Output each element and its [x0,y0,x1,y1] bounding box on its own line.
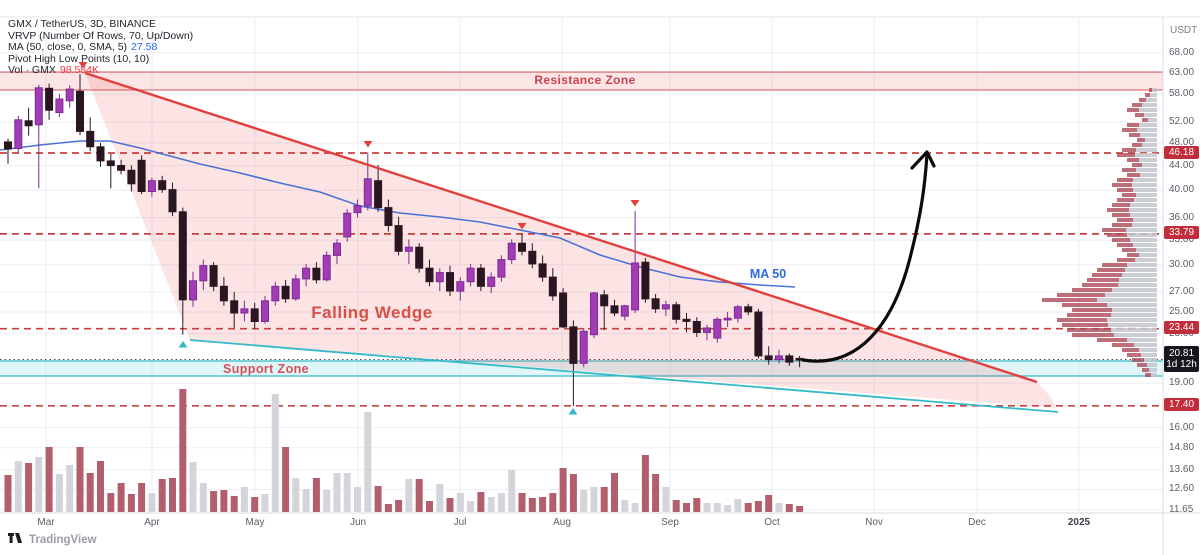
panel-separators [0,16,1200,555]
last-price-badge: 20.81 1d 12h [1164,346,1199,373]
price-tick: 16.00 [1169,421,1195,433]
time-tick: Aug [553,517,571,528]
price-tick: 13.60 [1169,463,1195,475]
indicator-volume[interactable]: Vol · GMX 98.584K [8,64,99,77]
price-level-badge: 23.44 [1164,321,1199,335]
price-level-badge: 46.18 [1164,145,1199,159]
time-tick: Sep [661,517,679,528]
price-tick: 58.00 [1169,87,1195,99]
indicator-vrvp[interactable]: VRVP (Number Of Rows, 70, Up/Down) [8,29,194,42]
volume-profile [1042,88,1157,377]
price-tick: 19.00 [1169,377,1195,389]
price-tick: 68.00 [1169,46,1195,58]
support-zone-label[interactable]: Support Zone [222,362,310,376]
falling-wedge-label[interactable]: Falling Wedge [311,303,433,322]
price-level-badge: 17.40 [1164,398,1199,412]
time-tick: Oct [764,517,780,528]
price-tick: 44.00 [1169,159,1195,171]
time-tick: Jun [349,517,367,528]
tradingview-logo[interactable]: TradingView [8,533,97,547]
currency-label: USDT [1170,25,1198,36]
support-zone[interactable] [0,360,1163,377]
price-tick: 36.00 [1169,211,1195,223]
time-tick: May [245,517,265,528]
time-tick: Apr [144,517,160,528]
resistance-zone-label[interactable]: Resistance Zone [534,73,636,87]
tradingview-logo-text: TradingView [29,534,97,546]
indicator-pivot[interactable]: Pivot High Low Points (10, 10) [8,52,150,65]
price-level-badge: 33.79 [1164,226,1199,240]
volume-value: 98.584K [59,64,99,77]
time-tick: Dec [968,517,986,528]
ma-value: 27.58 [131,41,158,54]
volume-series [4,389,804,512]
price-tick: 14.80 [1169,441,1195,453]
price-tick: 25.00 [1169,305,1195,317]
time-tick: Nov [865,517,883,528]
ma50-line [0,140,796,288]
ma50-label[interactable]: MA 50 [749,267,787,281]
pivot-low-markers [178,341,578,415]
time-tick: Jul [453,517,467,528]
price-tick: 52.00 [1169,116,1195,128]
price-tick: 27.00 [1169,286,1195,298]
time-tick: Mar [37,517,55,528]
price-tick: 40.00 [1169,184,1195,196]
price-tick: 63.00 [1169,66,1195,78]
price-tick: 12.60 [1169,483,1195,495]
wedge-lower-trendline[interactable] [189,339,1059,413]
tradingview-logo-icon [8,533,22,543]
symbol-title[interactable]: GMX / TetherUS, 3D, BINANCE [8,18,157,30]
falling-wedge-fill[interactable] [85,73,1056,408]
price-axis[interactable]: 68.00 63.00 58.00 52.00 48.00 44.00 40.00 36.00… [1163,0,1200,555]
chart-legend: GMX / TetherUS, 3D, BINANCE VRVP (Number… [8,18,194,77]
time-tick: 2025 [1067,517,1091,528]
price-tick: 33.00 [1169,234,1195,246]
resistance-zone[interactable] [0,71,1163,91]
pivot-high-markers [78,62,640,230]
candlestick-series [4,74,804,406]
indicator-ma[interactable]: MA (50, close, 0, SMA, 5) 27.58 [8,41,158,54]
price-tick: 48.00 [1169,137,1195,148]
time-axis[interactable]: Mar Apr May Jun Jul Aug Sep Oct Nov Dec 2025 [0,514,1163,530]
price-tick: 11.65 [1169,503,1194,515]
breakout-arrow[interactable] [801,150,936,363]
price-tick: 30.00 [1169,258,1195,270]
